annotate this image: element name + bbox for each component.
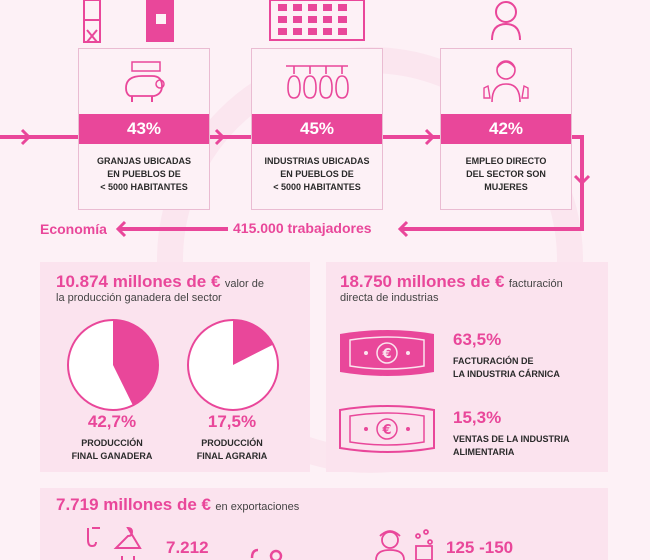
exports-desc: en exportaciones — [215, 501, 300, 513]
exports-heading: 7.719 millones de € en exportaciones — [56, 495, 299, 517]
flow-line — [0, 135, 78, 139]
pie-percent: 42,7% — [87, 412, 137, 431]
production-desc-line2: la producción ganadera del sector — [56, 292, 222, 304]
stat-percent: 43% — [79, 114, 209, 144]
stat-label: EMPLEO DIRECTO DEL SECTOR SON MUJERES — [465, 156, 547, 192]
section-title: Economía — [40, 221, 107, 237]
pie-label: PRODUCCIÓN FINAL GANADERA — [71, 438, 153, 461]
stat-percent: 45% — [252, 114, 382, 144]
exports-value-a: 7.212 — [166, 538, 209, 557]
stat-percent: 42% — [441, 114, 571, 144]
production-desc: valor de — [224, 278, 265, 290]
partial-icon — [250, 548, 283, 560]
billing-label: FACTURACIÓN DE LA INDUSTRIA CÁRNICA — [453, 356, 560, 379]
stat-label: GRANJAS UBICADAS EN PUEBLOS DE < 5000 HA… — [96, 156, 191, 192]
production-heading: 10.874 millones de € valor de — [56, 272, 306, 294]
billing-desc-line2: directa de industrias — [340, 292, 439, 304]
stat-label: INDUSTRIAS UBICADAS EN PUEBLOS DE < 5000… — [264, 156, 370, 192]
pie-label: PRODUCCIÓN FINAL AGRARIA — [196, 438, 268, 461]
stat-card-industries: 45% INDUSTRIAS UBICADAS EN PUEBLOS DE < … — [251, 48, 383, 210]
billing-percent: 63,5% — [453, 330, 502, 349]
billing-heading: 18.750 millones de € facturación — [340, 272, 605, 294]
hanging-scale-icon — [87, 526, 142, 560]
euro-bill-icon: € — [340, 330, 434, 376]
billing-percent: 15,3% — [453, 408, 502, 427]
exports-value-b: 125 -150 — [446, 538, 514, 557]
farm-building-icon — [78, 0, 178, 44]
billing-desc: facturación — [508, 278, 563, 290]
pie-slice-agrarian — [233, 320, 274, 365]
woman-icon — [441, 55, 571, 107]
pie-percent: 17,5% — [207, 412, 257, 431]
svg-text:€: € — [381, 423, 391, 438]
hanging-meat-icon — [252, 55, 382, 107]
pie-chart-livestock — [67, 319, 159, 411]
production-amount: 10.874 millones de € — [56, 272, 221, 291]
svg-text:€: € — [381, 347, 391, 362]
flow-line — [400, 227, 584, 231]
flow-line — [120, 227, 228, 231]
stat-card-women: 42% EMPLEO DIRECTO DEL SECTOR SON MUJERE… — [440, 48, 572, 210]
billing-amount: 18.750 millones de € — [340, 272, 505, 291]
flow-line — [572, 135, 584, 139]
person-icon — [486, 0, 526, 44]
pie-slice-livestock — [113, 320, 158, 406]
arrow-heads — [20, 128, 591, 238]
billing-label: VENTAS DE LA INDUSTRIA ALIMENTARIA — [453, 434, 570, 457]
farmer-icon — [375, 529, 433, 560]
flow-line — [210, 135, 251, 139]
factory-building-icon — [268, 0, 366, 44]
flow-line — [383, 135, 440, 139]
pig-icon — [79, 55, 209, 107]
euro-bill-icon: € — [339, 405, 435, 453]
pie-chart-agrarian — [187, 319, 279, 411]
exports-amount: 7.719 millones de € — [56, 495, 211, 514]
workers-label: 415.000 trabajadores — [233, 220, 372, 236]
stat-card-farms: 43% GRANJAS UBICADAS EN PUEBLOS DE < 500… — [78, 48, 210, 210]
